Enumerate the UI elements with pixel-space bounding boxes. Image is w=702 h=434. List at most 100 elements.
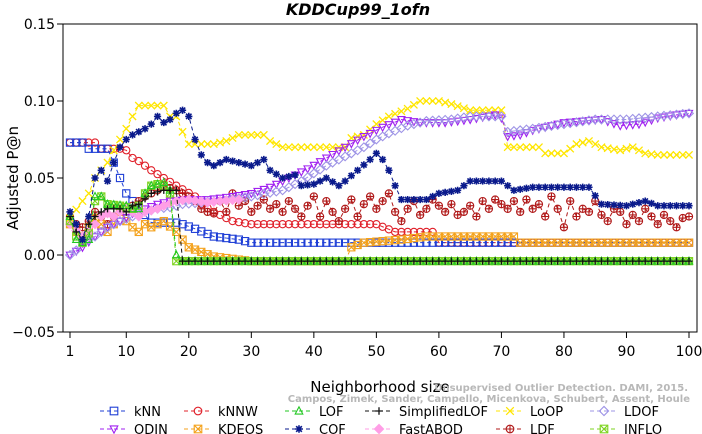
data-point [659, 210, 669, 220]
data-point [447, 200, 456, 209]
data-point [309, 143, 318, 152]
data-point [303, 238, 312, 247]
data-point [241, 130, 250, 139]
data-point [216, 257, 224, 265]
data-point [409, 227, 419, 237]
data-point [497, 200, 506, 209]
legend-item-odin: ODIN [100, 423, 168, 434]
data-point [679, 257, 687, 265]
data-point [216, 159, 224, 167]
data-point [647, 212, 656, 221]
data-point [153, 188, 162, 196]
data-point [509, 132, 519, 141]
data-point [259, 130, 268, 139]
data-point [629, 200, 637, 208]
data-point [660, 257, 668, 265]
data-point [122, 124, 131, 133]
y-axis: −0.05 0.00 0.05 0.10 0.15 [12, 17, 63, 341]
data-point [278, 220, 287, 229]
data-point [308, 168, 319, 179]
data-point [316, 257, 324, 265]
data-point [366, 155, 374, 164]
data-point [622, 220, 631, 229]
data-point [84, 138, 93, 147]
data-point [683, 108, 695, 119]
data-point [534, 200, 544, 209]
data-point [96, 226, 107, 237]
data-point [628, 121, 638, 130]
data-point [559, 149, 569, 158]
data-point [415, 227, 425, 237]
data-point [309, 161, 319, 171]
data-point [71, 245, 82, 256]
data-point [529, 257, 537, 265]
data-point [434, 238, 444, 247]
data-point [416, 195, 424, 204]
data-point [354, 166, 362, 174]
data-point [559, 223, 569, 232]
data-point [322, 220, 331, 229]
data-point [290, 220, 300, 229]
data-point [247, 238, 256, 247]
data-point [335, 257, 343, 265]
data-point [504, 257, 512, 265]
data-point [408, 119, 419, 130]
chart-title: KDDCup99_1ofn [286, 0, 430, 19]
data-point [89, 219, 101, 230]
data-point [453, 102, 462, 111]
legend-label: LOF [319, 405, 344, 420]
data-point [460, 257, 468, 265]
series-simplifiedlof [66, 186, 693, 265]
data-point [185, 112, 193, 120]
data-point [397, 107, 406, 116]
data-point [197, 257, 205, 265]
data-point [522, 257, 531, 265]
data-point [610, 257, 618, 265]
data-point [166, 186, 174, 194]
data-point [122, 146, 131, 155]
series-cof [66, 106, 693, 244]
data-point [109, 146, 118, 155]
data-point [90, 191, 100, 200]
data-point [172, 186, 180, 194]
data-point [278, 207, 287, 217]
watermark-line-2: Campos, Zimek, Sander, Campello, Micenko… [288, 394, 690, 405]
data-point [635, 199, 643, 207]
data-point [478, 238, 487, 247]
data-point [184, 222, 193, 231]
data-point [296, 168, 306, 177]
data-point [141, 125, 149, 133]
data-point [621, 121, 631, 131]
data-point [103, 223, 113, 233]
data-point [303, 220, 312, 229]
data-point [196, 196, 207, 207]
data-point [516, 207, 525, 217]
data-point [278, 238, 287, 247]
data-point [604, 200, 612, 209]
data-point [385, 166, 393, 174]
data-point [628, 143, 637, 152]
data-point [178, 235, 187, 244]
data-point [322, 174, 330, 182]
x-tick-label: 40 [305, 344, 323, 360]
data-point [309, 192, 318, 201]
data-point [654, 202, 662, 210]
data-point [429, 257, 437, 265]
data-point [247, 257, 255, 265]
data-point [372, 204, 381, 213]
data-point [84, 234, 94, 244]
data-point [547, 192, 556, 201]
data-point [672, 257, 681, 265]
legend-item-knnw: kNNW [184, 405, 258, 420]
data-point [266, 136, 275, 146]
data-point [146, 203, 156, 212]
data-point [247, 207, 256, 217]
data-point [135, 128, 143, 136]
legend-label: LDF [530, 423, 555, 434]
data-point [516, 185, 524, 193]
data-point [303, 257, 312, 265]
data-point [484, 238, 494, 247]
data-point [294, 405, 304, 415]
data-point [133, 211, 144, 222]
data-point [85, 220, 93, 228]
